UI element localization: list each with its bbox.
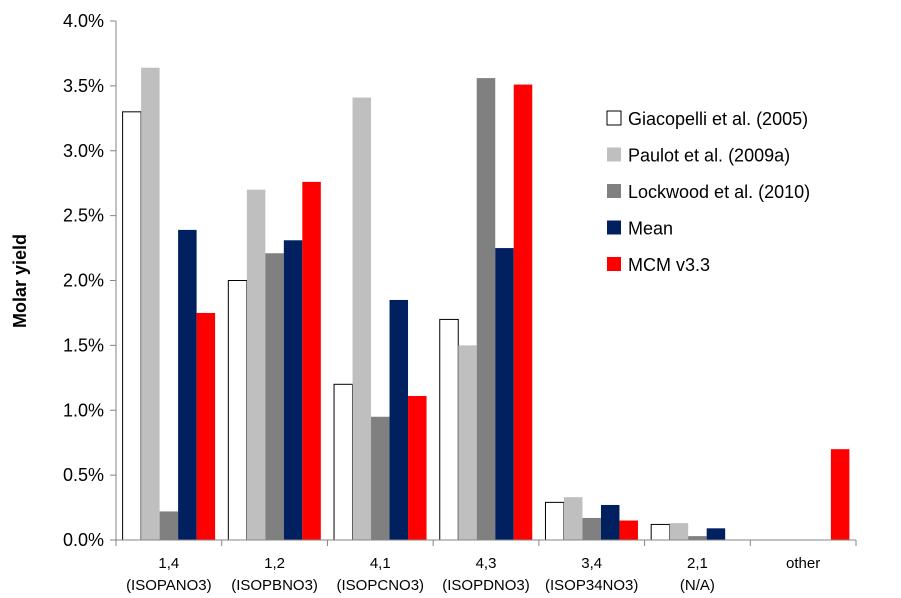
- bar: [706, 528, 726, 540]
- x-category-sublabel: (N/A): [680, 577, 715, 594]
- y-axis-ticks: 0.0% 0.5% 1.0% 1.5% 2.0% 2.5% 3.0% 3.5% 4.0%: [63, 11, 116, 550]
- bar: [246, 189, 266, 541]
- bar: [582, 517, 601, 540]
- bar: [371, 416, 390, 540]
- x-category-label: other: [786, 555, 820, 572]
- legend-swatch: [607, 257, 621, 271]
- bar: [544, 501, 565, 541]
- bar: [669, 523, 689, 540]
- x-category-label: 2,1: [687, 555, 708, 572]
- bar: [688, 536, 707, 540]
- y-tick-label: 2.0%: [63, 271, 104, 291]
- legend-swatch: [606, 110, 622, 126]
- y-tick-label: 1.5%: [63, 335, 104, 355]
- legend-swatch: [607, 184, 621, 198]
- bar: [352, 97, 372, 541]
- y-tick-label: 2.5%: [63, 206, 104, 226]
- bar: [265, 253, 284, 540]
- bar: [389, 299, 409, 540]
- bar: [650, 523, 671, 541]
- y-tick-label: 3.5%: [63, 76, 104, 96]
- x-category-label: 4,3: [476, 555, 497, 572]
- legend-label: Lockwood et al. (2010): [628, 182, 810, 202]
- legend-label: Giacopelli et al. (2005): [628, 109, 808, 129]
- legend: Giacopelli et al. (2005) Paulot et al. (2…: [606, 109, 810, 275]
- x-category-label: 1,4: [158, 555, 179, 572]
- bars: [122, 67, 850, 541]
- x-category-label: 1,2: [264, 555, 285, 572]
- legend-label: MCM v3.3: [628, 255, 710, 275]
- x-category-sublabel: (ISOPANO3): [126, 577, 212, 594]
- x-category-sublabel: (ISOP34NO3): [545, 577, 638, 594]
- bar: [122, 111, 142, 541]
- bar: [178, 229, 197, 540]
- bar: [333, 383, 354, 541]
- x-category-sublabel: (ISOPCNO3): [337, 577, 425, 594]
- bar: [830, 449, 850, 540]
- x-category-sublabel: (ISOPDNO3): [442, 577, 530, 594]
- legend-swatch: [607, 220, 621, 235]
- bar: [458, 345, 477, 540]
- legend-swatch: [607, 147, 621, 162]
- bar: [302, 181, 321, 540]
- bar: [513, 84, 533, 540]
- x-category-label: 3,4: [581, 555, 602, 572]
- y-tick-label: 3.0%: [63, 141, 104, 161]
- bar: [619, 520, 638, 540]
- bar: [141, 67, 160, 541]
- bar: [495, 248, 514, 540]
- y-tick-label: 4.0%: [63, 11, 104, 31]
- bar: [227, 280, 248, 541]
- y-axis-title: Molar yield: [10, 234, 30, 328]
- bar: [563, 497, 583, 540]
- x-axis-categories: 1,4 (ISOPANO3) 1,2 (ISOPBNO3) 4,1 (ISOPCNO3) 4…: [115, 540, 857, 594]
- x-category-sublabel: (ISOPBNO3): [231, 577, 318, 594]
- bar: [408, 395, 427, 540]
- legend-label: Mean: [628, 219, 673, 239]
- bar: [283, 240, 303, 540]
- y-tick-label: 0.0%: [63, 530, 104, 550]
- bar: [159, 511, 179, 540]
- bar: [439, 318, 459, 541]
- bar: [196, 312, 216, 540]
- bar: [600, 504, 620, 540]
- legend-label: Paulot et al. (2009a): [628, 146, 790, 166]
- y-tick-label: 0.5%: [63, 465, 104, 485]
- x-category-label: 4,1: [370, 555, 391, 572]
- bar: [476, 78, 496, 540]
- y-tick-label: 1.0%: [63, 400, 104, 420]
